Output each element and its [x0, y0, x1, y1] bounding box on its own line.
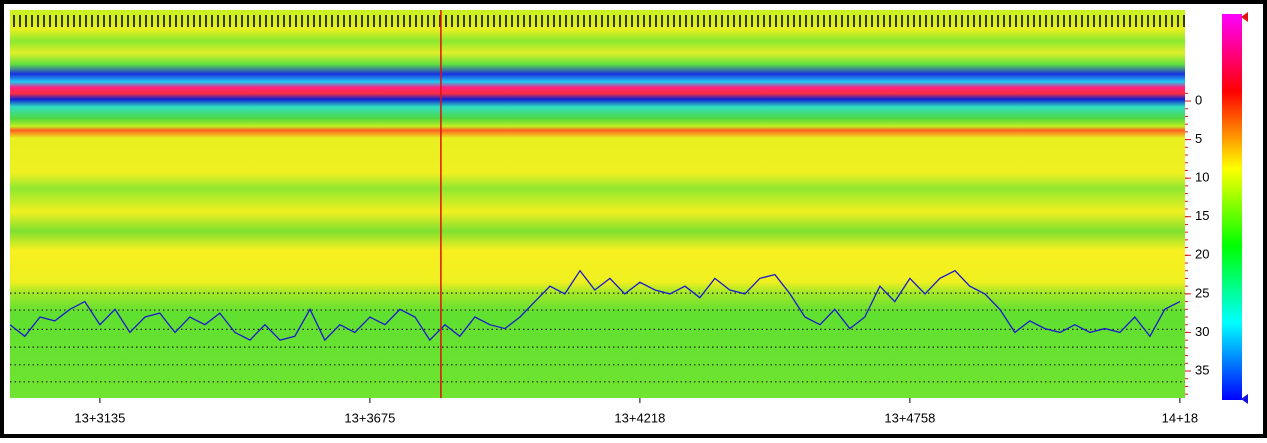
x-tick-label: 13+4758 [884, 410, 935, 425]
color-bar-marker [1241, 394, 1248, 404]
y-tick-label: 15 [1195, 208, 1209, 223]
color-bar [1222, 14, 1242, 400]
y-tick-label: 30 [1195, 324, 1209, 339]
x-tick-label: 14+18 [1162, 410, 1199, 425]
trace-ticks [13, 15, 1185, 27]
radargram [10, 10, 1185, 398]
x-tick-label: 13+3135 [74, 410, 125, 425]
y-tick-label: 25 [1195, 285, 1209, 300]
x-tick-label: 13+4218 [614, 410, 665, 425]
x-tick-label: 13+3675 [344, 410, 395, 425]
color-bar-marker [1241, 12, 1248, 22]
y-tick-label: 35 [1195, 362, 1209, 377]
trace-line [9, 269, 1181, 342]
y-tick-label: 20 [1195, 247, 1209, 262]
y-tick-label: 10 [1195, 170, 1209, 185]
y-tick-label: 0 [1195, 92, 1202, 107]
y-tick-label: 5 [1195, 131, 1202, 146]
